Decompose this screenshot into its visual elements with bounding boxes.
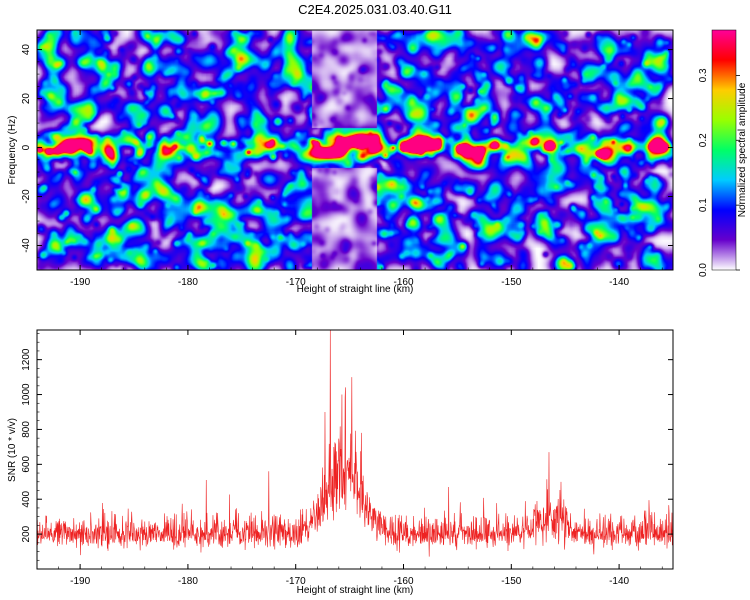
heatmap-y-tick-label: -40	[21, 238, 32, 253]
heatmap-x-tick-label: -150	[501, 277, 521, 288]
colorbar-ticks: 0.0 0.1 0.2 0.3	[698, 68, 740, 277]
heatmap-panel: -190 -180 -170 -160 -150 -140 -40 -20 0 20 40 Hei…	[7, 29, 674, 295]
heatmap-y-tick-label: 20	[21, 93, 32, 105]
snr-panel: -190 -180 -170 -160 -150 -140 200 400 600 800 100…	[7, 329, 674, 596]
heatmap-x-tick-label: -160	[394, 277, 414, 288]
snr-y-tick-label: 400	[21, 490, 32, 507]
heatmap-frame	[36, 29, 674, 271]
snr-series-line	[36, 329, 674, 557]
snr-y-tick-label: 1200	[21, 348, 32, 371]
heatmap-x-tick-label: -170	[286, 277, 306, 288]
heatmap-y-tick-label: -20	[21, 189, 32, 204]
heatmap-plot-area	[37, 30, 673, 270]
snr-x-tick-label: -190	[70, 576, 90, 587]
colorbar-tick-label: 0.0	[698, 263, 709, 277]
colorbar-title: Normalized spectral amplitude	[737, 82, 748, 217]
snr-y-ticks: 200 400 600 800 1000 1200	[21, 333, 673, 561]
heatmap-y-tick-label: 40	[21, 44, 32, 56]
snr-x-tick-label: -160	[394, 576, 414, 587]
snr-x-tick-label: -140	[609, 576, 629, 587]
snr-x-axis-title: Height of straight line (km)	[297, 585, 414, 596]
colorbar-gradient	[712, 30, 736, 270]
heatmap-x-ticks: -190 -180 -170 -160 -150 -140	[36, 30, 663, 288]
snr-frame	[36, 329, 674, 570]
heatmap-y-ticks: -40 -20 0 20 40	[21, 37, 673, 271]
heatmap-x-tick-label: -190	[70, 277, 90, 288]
colorbar-tick-label: 0.3	[698, 68, 709, 82]
heatmap-x-tick-label: -140	[609, 277, 629, 288]
snr-y-axis-title: SNR (10 * v/v)	[7, 418, 18, 482]
colorbar: 0.0 0.1 0.2 0.3 Normalized spectral amplitu…	[698, 29, 748, 277]
heatmap-canvas	[37, 30, 673, 270]
heatmap-y-tick-label: 0	[21, 144, 32, 150]
heatmap-x-axis-title: Height of straight line (km)	[297, 284, 414, 295]
colorbar-frame	[711, 29, 737, 271]
figure-title: C2E4.2025.031.03.40.G11	[298, 2, 452, 17]
snr-x-ticks: -190 -180 -170 -160 -150 -140	[36, 330, 663, 587]
snr-y-tick-label: 1000	[21, 383, 32, 406]
colorbar-tick-label: 0.2	[698, 133, 709, 147]
heatmap-y-axis-title: Frequency (Hz)	[7, 116, 18, 185]
snr-x-tick-label: -180	[178, 576, 198, 587]
colorbar-tick-label: 0.1	[698, 198, 709, 212]
snr-y-tick-label: 800	[21, 421, 32, 438]
snr-x-tick-label: -150	[501, 576, 521, 587]
snr-x-tick-label: -170	[286, 576, 306, 587]
snr-y-tick-label: 600	[21, 456, 32, 473]
heatmap-x-tick-label: -180	[178, 277, 198, 288]
snr-y-tick-label: 200	[21, 525, 32, 542]
